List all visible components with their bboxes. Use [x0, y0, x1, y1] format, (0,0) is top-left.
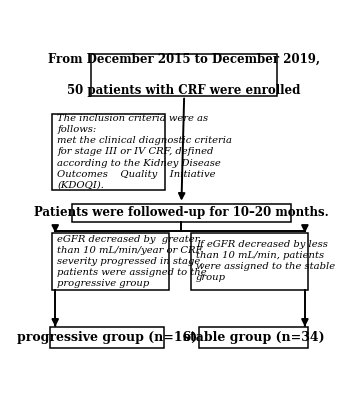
- Text: stable group (n=34): stable group (n=34): [183, 331, 324, 344]
- Text: progressive group (n=16): progressive group (n=16): [17, 331, 197, 344]
- Text: eGFR decreased by  greater
than 10 mL/min/year or CRF
severity progressed in sta: eGFR decreased by greater than 10 mL/min…: [57, 234, 207, 288]
- FancyBboxPatch shape: [199, 327, 308, 348]
- Text: If eGFR decreased by less
than 10 mL/min, patients
were assigned to the stable
g: If eGFR decreased by less than 10 mL/min…: [196, 240, 335, 282]
- FancyBboxPatch shape: [52, 114, 165, 190]
- Text: From December 2015 to December 2019,

50 patients with CRF were enrolled: From December 2015 to December 2019, 50 …: [48, 52, 320, 98]
- FancyBboxPatch shape: [52, 233, 169, 290]
- Text: The inclusion criteria were as
follows:
met the clinical diagnostic criteria
for: The inclusion criteria were as follows: …: [57, 114, 233, 190]
- FancyBboxPatch shape: [91, 54, 278, 96]
- FancyBboxPatch shape: [191, 233, 308, 290]
- FancyBboxPatch shape: [50, 327, 164, 348]
- Text: Patients were followed-up for 10–20 months.: Patients were followed-up for 10–20 mont…: [34, 206, 329, 219]
- FancyBboxPatch shape: [72, 204, 291, 222]
